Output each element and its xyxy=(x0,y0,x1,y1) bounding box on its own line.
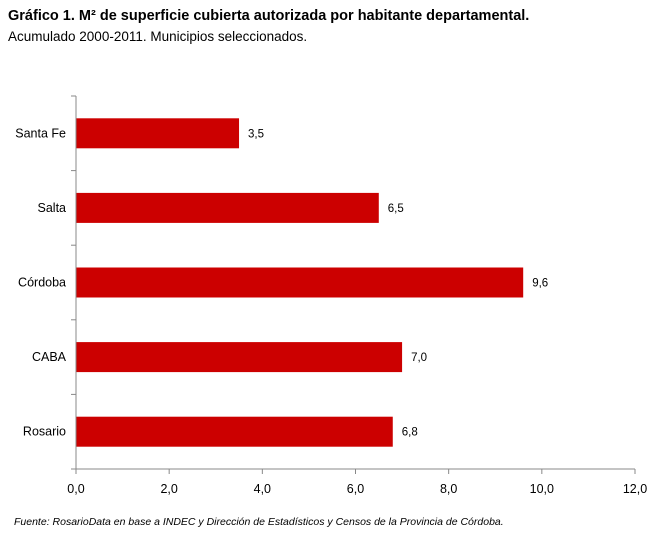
x-tick-label: 0,0 xyxy=(67,482,84,496)
category-label: Santa Fe xyxy=(15,126,66,140)
category-label: Rosario xyxy=(23,425,66,439)
category-label: CABA xyxy=(32,350,67,364)
chart-subtitle: Acumulado 2000-2011. Municipios seleccio… xyxy=(8,29,308,44)
x-tick-label: 4,0 xyxy=(254,482,271,496)
bar xyxy=(76,118,240,149)
source-note: Fuente: RosarioData en base a INDEC y Di… xyxy=(14,516,504,528)
category-label: Salta xyxy=(38,201,67,215)
data-label: 9,6 xyxy=(532,278,548,290)
axes-group: Santa Fe 3,5 Salta 6,5 Córdoba 9,6 CABA 7,0 Rosa… xyxy=(15,95,647,496)
data-label: 6,5 xyxy=(388,203,404,215)
x-tick-label: 6,0 xyxy=(347,482,364,496)
x-tick-label: 10,0 xyxy=(530,482,554,496)
bar xyxy=(76,416,393,447)
bar xyxy=(76,342,403,373)
bars-group xyxy=(76,118,524,447)
chart-title: Gráfico 1. M² de superficie cubierta aut… xyxy=(8,8,530,24)
data-label: 7,0 xyxy=(411,352,427,364)
x-tick-label: 12,0 xyxy=(623,482,647,496)
data-label: 3,5 xyxy=(248,128,264,140)
bar xyxy=(76,267,524,298)
category-label: Córdoba xyxy=(18,276,66,290)
data-label: 6,8 xyxy=(402,427,418,439)
bar xyxy=(76,192,379,223)
x-tick-label: 2,0 xyxy=(160,482,177,496)
x-tick-label: 8,0 xyxy=(440,482,457,496)
